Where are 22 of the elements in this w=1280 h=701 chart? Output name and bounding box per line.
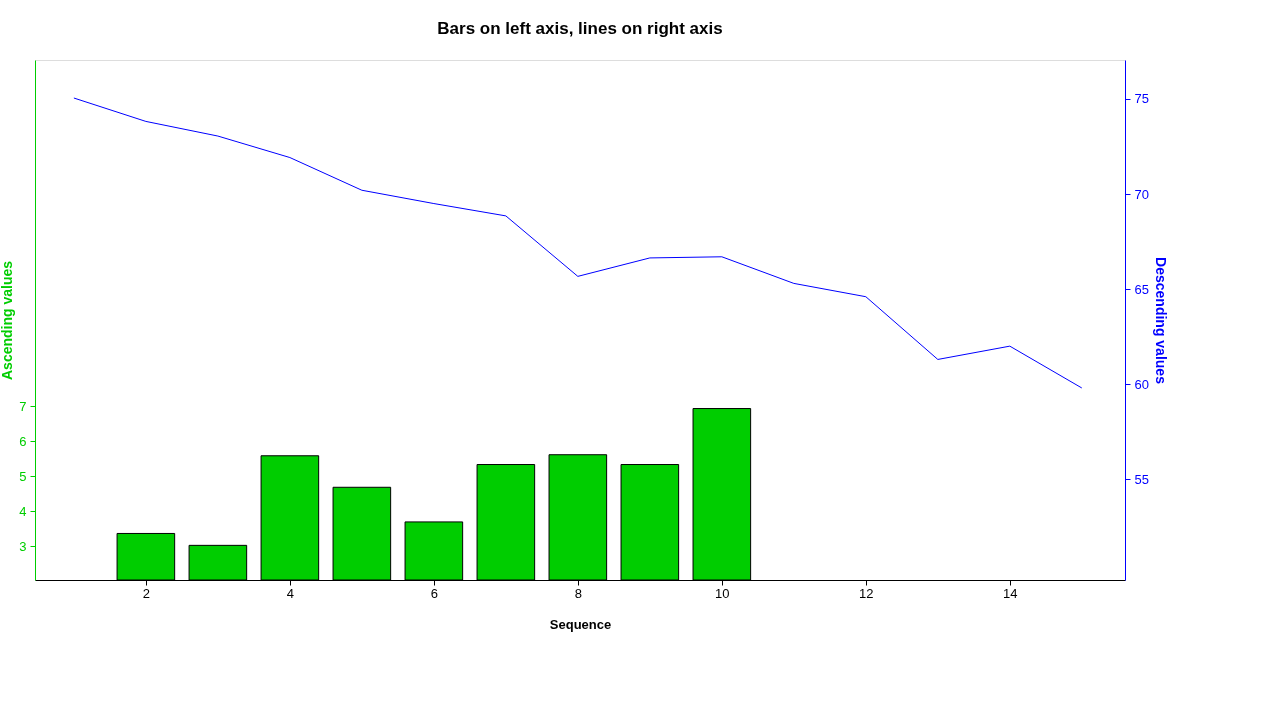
y2-tick-label: 65 (1134, 281, 1149, 297)
x-tick-label: 4 (286, 585, 294, 601)
x-tick-label: 14 (1003, 585, 1018, 601)
y2-tick-label: 55 (1134, 471, 1149, 487)
y2-axis-title: Descending values (1152, 257, 1169, 385)
x-tick-label: 2 (142, 585, 150, 601)
x-axis-title: Sequence (549, 616, 612, 632)
x-tick-label: 12 (859, 585, 874, 601)
x-tick-label: 10 (715, 585, 730, 601)
y-axis-title: Ascending values (0, 260, 16, 381)
y2-tick-label: 60 (1134, 376, 1149, 392)
y-tick-label: 5 (19, 468, 27, 484)
x-tick-label: 6 (430, 585, 438, 601)
y-tick-label: 6 (19, 433, 27, 449)
y2-tick-label: 70 (1134, 186, 1149, 202)
y-tick-label: 7 (19, 398, 27, 414)
y2-tick-label: 75 (1134, 91, 1149, 107)
x-tick-label: 8 (574, 585, 582, 601)
y-tick-label: 4 (19, 503, 27, 519)
y-tick-label: 3 (19, 538, 27, 554)
chart-title: Bars on left axis, lines on right axis (437, 19, 723, 38)
line-series (73, 97, 1083, 389)
